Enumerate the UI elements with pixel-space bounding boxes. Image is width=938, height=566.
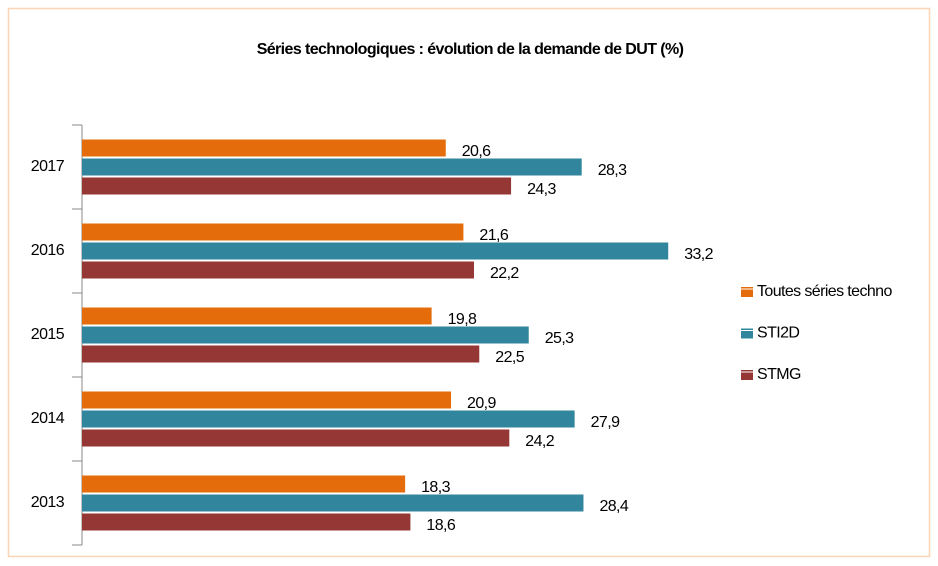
bar xyxy=(82,223,464,241)
legend-label: STI2D xyxy=(757,325,799,342)
y-tick-label: 2013 xyxy=(31,494,65,511)
bar xyxy=(82,242,669,260)
bar xyxy=(82,139,446,157)
data-label: 24,2 xyxy=(525,433,554,450)
y-tick-label: 2017 xyxy=(31,158,65,175)
data-label: 33,2 xyxy=(684,246,713,263)
bar xyxy=(82,345,480,363)
data-label: 28,4 xyxy=(599,498,628,515)
data-label: 18,6 xyxy=(426,517,455,534)
bar xyxy=(82,429,510,447)
legend-swatch xyxy=(741,287,753,297)
chart-frame xyxy=(7,7,931,558)
y-tick-label: 2014 xyxy=(31,410,65,427)
legend-label: Toutes séries techno xyxy=(757,283,892,300)
bar xyxy=(82,391,452,409)
bar xyxy=(82,177,512,195)
bar xyxy=(82,307,432,325)
data-label: 27,9 xyxy=(591,414,620,431)
bar xyxy=(82,494,584,512)
y-tick-label: 2016 xyxy=(31,242,65,259)
bar xyxy=(82,326,529,344)
bar xyxy=(82,475,406,493)
y-tick-label: 2015 xyxy=(31,326,65,343)
legend-swatch xyxy=(741,370,753,380)
data-label: 20,6 xyxy=(462,143,491,160)
data-label: 25,3 xyxy=(545,330,574,347)
data-label: 18,3 xyxy=(421,479,450,496)
bar xyxy=(82,261,474,279)
bar xyxy=(82,410,575,428)
data-label: 20,9 xyxy=(467,395,496,412)
bar xyxy=(82,158,582,176)
legend-swatch xyxy=(741,328,753,339)
bar xyxy=(82,513,411,531)
data-label: 21,6 xyxy=(479,227,508,244)
data-label: 24,3 xyxy=(527,181,556,198)
data-label: 19,8 xyxy=(448,311,477,328)
data-label: 22,5 xyxy=(495,349,524,366)
legend-label: STMG xyxy=(757,366,801,383)
data-label: 28,3 xyxy=(598,162,627,179)
chart-title: Séries technologiques : évolution de la … xyxy=(257,41,684,58)
data-label: 22,2 xyxy=(490,265,519,282)
